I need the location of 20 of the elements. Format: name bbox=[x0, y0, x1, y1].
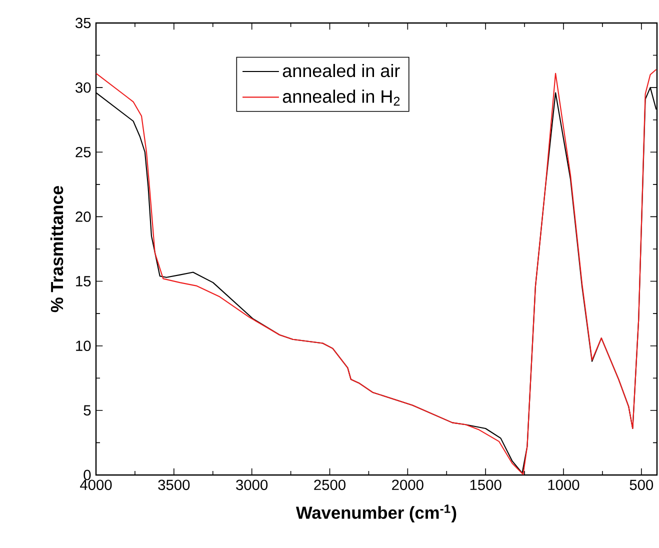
x-tick-label: 1000 bbox=[548, 480, 580, 490]
x-tick-label: 2500 bbox=[314, 480, 346, 490]
y-tick-label: 25 bbox=[76, 146, 91, 158]
x-tick-label: 500 bbox=[630, 480, 654, 490]
x-tick-label: 1500 bbox=[470, 480, 502, 490]
x-tick-label: 3000 bbox=[236, 480, 268, 490]
x-tick-label: 4000 bbox=[80, 480, 112, 490]
x-tick-label: 2000 bbox=[392, 480, 424, 490]
legend-label: annealed in H$_{2}$ bbox=[282, 90, 400, 106]
y-tick-label: 30 bbox=[76, 82, 91, 93]
x-tick-label: 3500 bbox=[158, 480, 190, 490]
y-tick-label: 20 bbox=[76, 212, 91, 222]
y-tick-label: 35 bbox=[76, 18, 91, 28]
y-tick-label: 5 bbox=[84, 405, 91, 416]
y-axis-title: % Trasmittance bbox=[50, 186, 64, 312]
y-tick-label: 0 bbox=[84, 470, 91, 480]
y-tick-label: 10 bbox=[76, 340, 91, 352]
legend-label: annealed in air bbox=[282, 64, 400, 78]
x-axis-title: Wavenumber (cm$^{-1}$) bbox=[296, 504, 456, 522]
y-tick-label: 15 bbox=[76, 276, 91, 286]
